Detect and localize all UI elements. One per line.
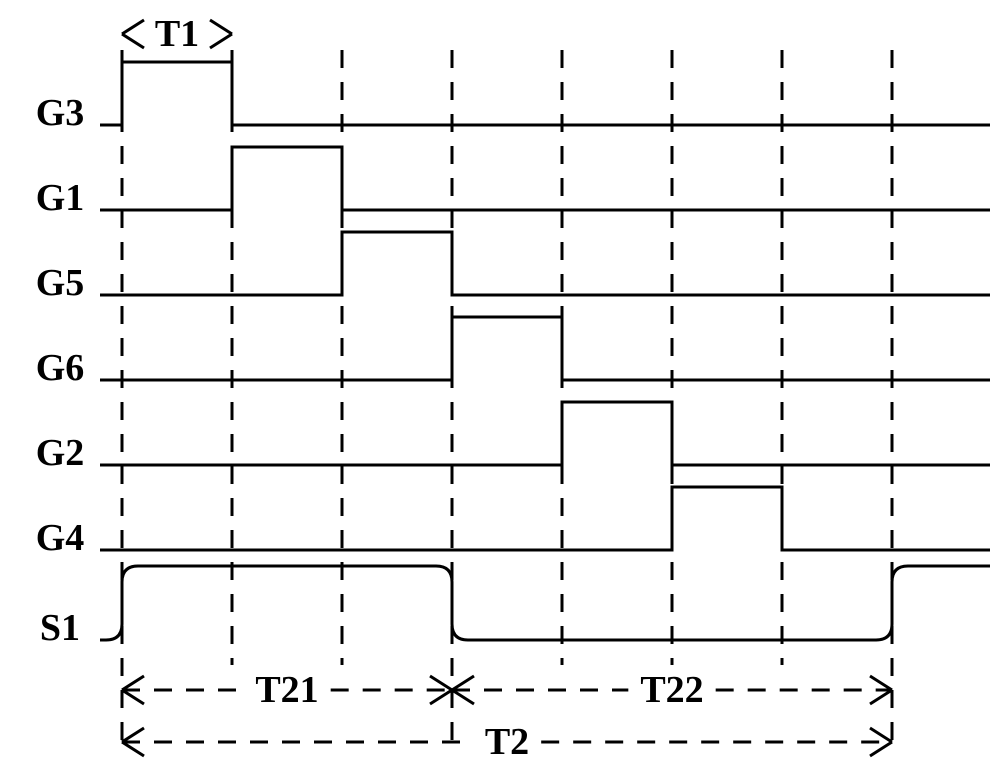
- label-S1: S1: [40, 606, 80, 650]
- label-T1: T1: [155, 12, 199, 56]
- arrowhead-left-T1: [122, 20, 144, 48]
- signal-G3: [100, 62, 990, 125]
- timing-diagram: G3 G1 G5 G6 G2 G4 S1 T1 T21 T22 T2: [0, 0, 1000, 764]
- label-G1: G1: [36, 176, 85, 220]
- label-T2: T2: [485, 720, 529, 764]
- signal-G1: [100, 147, 990, 210]
- label-G5: G5: [36, 261, 85, 305]
- label-G4: G4: [36, 516, 85, 560]
- label-T22: T22: [640, 668, 703, 712]
- diagram-svg: [0, 0, 1000, 764]
- label-G2: G2: [36, 431, 85, 475]
- label-G6: G6: [36, 346, 85, 390]
- label-G3: G3: [36, 91, 85, 135]
- label-T21: T21: [255, 668, 318, 712]
- arrowhead-right-T1: [210, 20, 232, 48]
